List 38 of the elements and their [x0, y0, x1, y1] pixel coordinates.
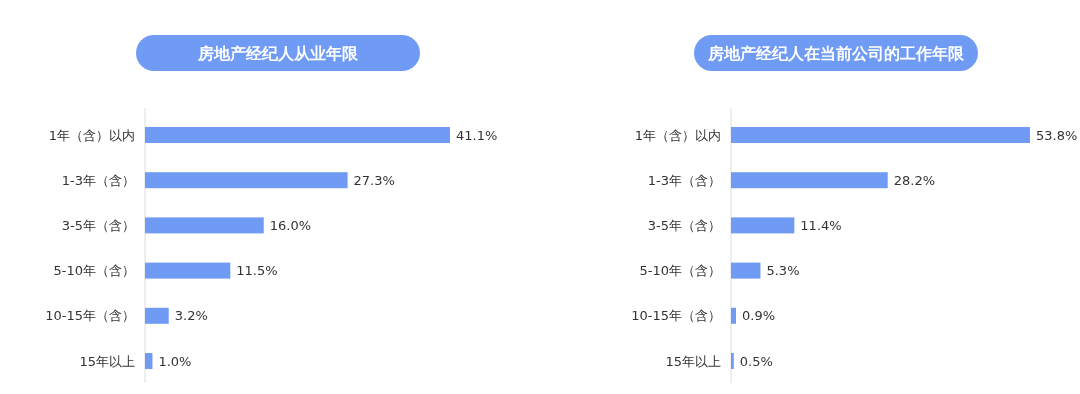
data-label: 1.0% — [158, 353, 192, 369]
bar — [731, 262, 761, 279]
y-tick-label: 1-3年（含） — [647, 172, 721, 188]
y-tick-label: 1年（含）以内 — [634, 127, 721, 143]
y-tick-label: 3-5年（含） — [61, 217, 135, 233]
bar — [145, 172, 348, 189]
y-tick-label: 10-15年（含） — [631, 308, 721, 324]
bar — [145, 307, 169, 324]
data-label: 28.2% — [893, 172, 936, 188]
bar — [731, 307, 736, 324]
y-tick-label: 15年以上 — [665, 353, 721, 369]
y-tick-label: 5-10年（含） — [53, 263, 135, 279]
data-label: 5.3% — [766, 263, 800, 279]
data-label: 41.1% — [456, 127, 498, 143]
data-label: 0.9% — [742, 308, 776, 324]
chart-title: 房地产经纪人在当前公司的工作年限 — [707, 43, 965, 63]
data-label: 11.4% — [800, 217, 842, 233]
y-tick-label: 15年以上 — [79, 353, 135, 369]
bar — [731, 217, 795, 234]
y-tick-label: 3-5年（含） — [647, 217, 721, 233]
bar — [145, 217, 264, 234]
y-tick-label: 1-3年（含） — [61, 172, 135, 188]
data-label: 27.3% — [353, 172, 395, 188]
y-tick-label: 10-15年（含） — [45, 308, 135, 324]
data-label: 16.0% — [269, 217, 312, 233]
data-label: 3.2% — [174, 308, 208, 324]
data-label: 53.8% — [1036, 127, 1078, 143]
y-tick-label: 1年（含）以内 — [48, 127, 135, 143]
bar — [731, 172, 888, 189]
bar — [731, 353, 734, 369]
bar — [731, 127, 1030, 143]
bar — [145, 262, 231, 279]
y-tick-label: 5-10年（含） — [639, 263, 721, 279]
data-label: 11.5% — [236, 263, 278, 279]
bar — [145, 353, 153, 369]
chart-title: 房地产经纪人从业年限 — [197, 43, 359, 63]
bar — [145, 127, 450, 143]
data-label: 0.5% — [739, 353, 773, 369]
